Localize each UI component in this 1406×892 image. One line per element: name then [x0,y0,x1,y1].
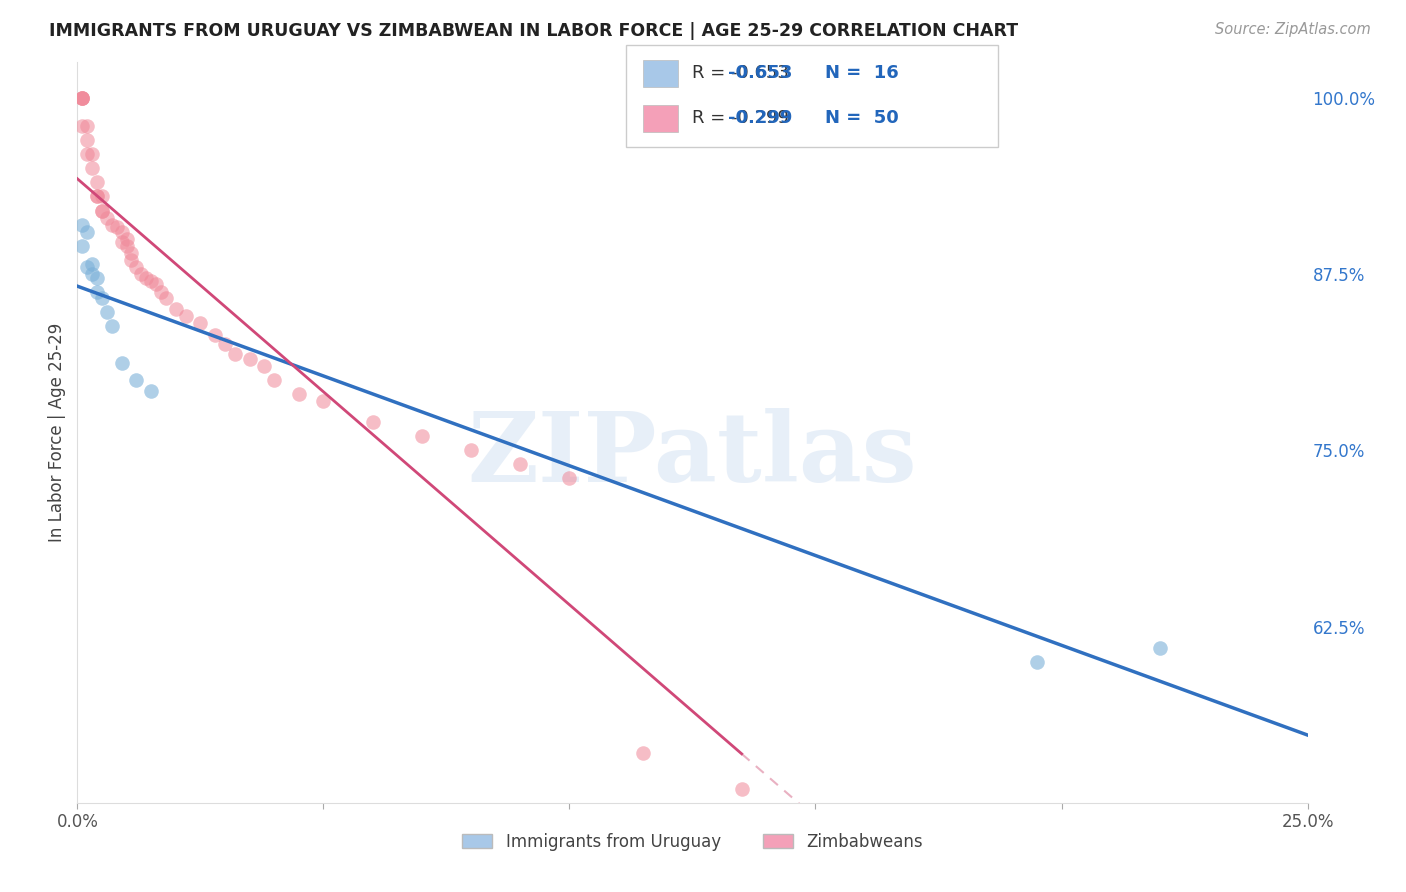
Point [90,203,114,218]
Point [150,285,173,300]
Text: -0.299: -0.299 [728,110,793,128]
Point [312,393,335,408]
Point [96,211,118,225]
Point [96,305,118,319]
Point [188,316,212,330]
Point [125,373,148,387]
Point [86,175,108,189]
Point [361,415,384,429]
Point [288,387,311,401]
Text: IMMIGRANTS FROM URUGUAY VS ZIMBABWEAN IN LABOR FORCE | AGE 25-29 CORRELATION CHA: IMMIGRANTS FROM URUGUAY VS ZIMBABWEAN IN… [49,22,1018,40]
Point [70,239,93,253]
Point [263,373,285,387]
Point [253,359,276,373]
Point [105,220,128,235]
Point [82,147,104,161]
Point [1026,655,1049,669]
Point [145,277,167,291]
Point [204,327,226,342]
Point [509,458,531,472]
Point [633,747,655,761]
Point [82,267,104,281]
Point [111,235,132,249]
Point [411,429,433,443]
Point [70,91,93,105]
Point [155,291,177,305]
Point [224,347,246,361]
Text: R = -0.653: R = -0.653 [692,64,806,82]
Point [115,239,138,253]
Legend: Immigrants from Uruguay, Zimbabweans: Immigrants from Uruguay, Zimbabweans [456,826,929,857]
Point [121,245,143,260]
Point [86,285,108,300]
Point [129,267,153,281]
Point [731,781,754,796]
Point [70,91,93,105]
Point [115,232,138,246]
Point [86,189,108,203]
Y-axis label: In Labor Force | Age 25-29: In Labor Force | Age 25-29 [48,323,66,542]
Point [86,271,108,285]
Point [82,257,104,271]
Point [86,189,108,203]
Point [135,271,157,285]
Point [90,189,114,203]
Text: ZIPatlas: ZIPatlas [468,408,917,502]
Text: R = -0.299: R = -0.299 [692,110,806,128]
Point [90,291,114,305]
Point [76,225,98,239]
Point [101,218,124,232]
Point [70,218,93,232]
Text: N =  50: N = 50 [825,110,898,128]
Point [121,252,143,267]
Point [76,260,98,274]
Point [90,203,114,218]
Point [460,443,482,458]
Point [111,356,132,370]
Point [1149,640,1171,655]
Point [76,133,98,147]
Point [125,260,148,274]
Point [82,161,104,176]
Point [70,119,93,133]
Point [70,91,93,105]
Point [141,274,163,288]
Point [239,351,262,366]
Point [70,91,93,105]
Point [214,337,236,351]
Text: -0.653: -0.653 [728,64,793,82]
Text: N =  16: N = 16 [825,64,898,82]
Point [141,384,163,398]
Point [101,319,124,334]
Point [165,302,187,317]
Text: Source: ZipAtlas.com: Source: ZipAtlas.com [1215,22,1371,37]
Point [111,225,132,239]
Point [558,471,581,485]
Point [76,119,98,133]
Point [76,147,98,161]
Point [174,310,197,324]
